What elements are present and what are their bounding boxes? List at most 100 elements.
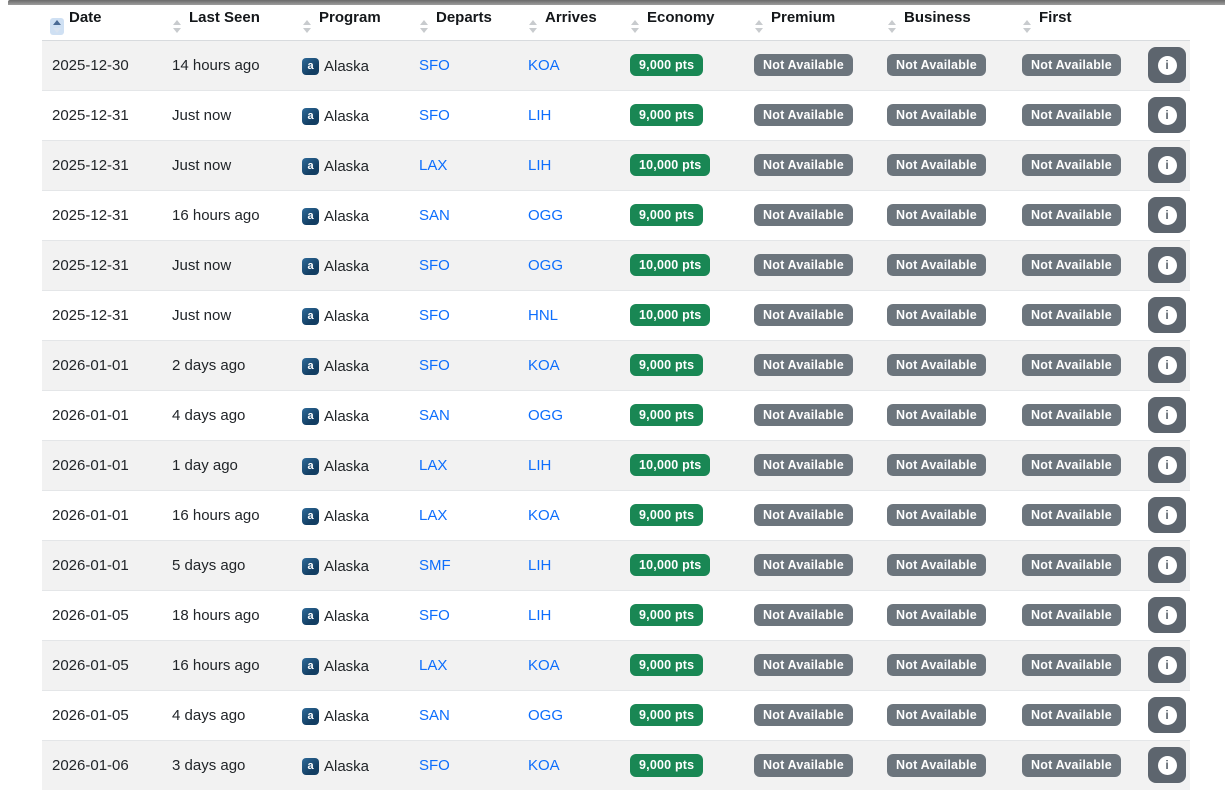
column-header-departs[interactable]: Departs <box>409 5 518 41</box>
departs-airport-link[interactable]: LAX <box>419 456 448 474</box>
economy-cell: 10,000 pts <box>620 239 744 290</box>
economy-cell: 9,000 pts <box>620 339 744 390</box>
arrives-airport-link[interactable]: LIH <box>528 556 552 574</box>
departs-airport-link[interactable]: SFO <box>419 306 450 324</box>
row-info-button[interactable]: i <box>1148 447 1186 483</box>
alaska-airlines-logo-icon: a <box>302 307 319 325</box>
column-header-business[interactable]: Business <box>877 5 1012 41</box>
arrives-airport-link[interactable]: KOA <box>528 656 560 674</box>
economy-points-badge: 9,000 pts <box>630 203 704 227</box>
info-icon: i <box>1157 105 1177 125</box>
row-info-button[interactable]: i <box>1148 47 1186 83</box>
first-not-available-badge: Not Available <box>1022 503 1121 527</box>
table-row: 2026-01-05 18 hours ago a Alaska SFO LIH 9,000… <box>42 589 1190 640</box>
arrives-airport-link[interactable]: OGG <box>528 256 564 274</box>
row-info-button[interactable]: i <box>1148 747 1186 784</box>
business-not-available-badge: Not Available <box>887 353 986 377</box>
row-info-button[interactable]: i <box>1148 697 1186 733</box>
column-header-date[interactable]: Date <box>42 5 162 41</box>
departs-airport-link[interactable]: LAX <box>419 656 448 674</box>
first-cell: Not Available <box>1012 489 1144 540</box>
program: a Alaska <box>302 607 369 625</box>
premium-not-available-badge: Not Available <box>754 653 853 677</box>
economy-cell: 9,000 pts <box>620 689 744 740</box>
row-info-button[interactable]: i <box>1148 347 1186 383</box>
arrives-airport-link[interactable]: KOA <box>528 356 560 374</box>
last-seen-cell: 5 days ago <box>162 539 292 590</box>
column-header-first[interactable]: First <box>1012 5 1144 41</box>
premium-cell: Not Available <box>744 239 877 290</box>
arrives-airport-link[interactable]: KOA <box>528 506 560 524</box>
arrives-airport-link[interactable]: LIH <box>528 106 552 124</box>
row-info-button[interactable]: i <box>1148 97 1186 133</box>
business-not-available-badge: Not Available <box>887 303 986 327</box>
arrives-airport-link[interactable]: KOA <box>528 756 560 774</box>
program-name: Alaska <box>324 457 370 475</box>
business-cell: Not Available <box>877 389 1012 440</box>
arrives-airport-link[interactable]: LIH <box>528 456 552 474</box>
program-name: Alaska <box>324 657 370 675</box>
column-header-label: Economy <box>647 9 715 27</box>
arrives-airport-link[interactable]: OGG <box>528 206 564 224</box>
departs-airport-link[interactable]: SMF <box>419 556 451 574</box>
premium-cell: Not Available <box>744 289 877 340</box>
row-info-button[interactable]: i <box>1148 497 1186 533</box>
departs-airport-link[interactable]: SAN <box>419 406 450 424</box>
departs-airport-link[interactable]: SFO <box>419 606 450 624</box>
column-header-last_seen[interactable]: Last Seen <box>162 5 292 41</box>
last-seen-cell: 16 hours ago <box>162 489 292 540</box>
program-cell: a Alaska <box>292 139 409 190</box>
departs-cell: LAX <box>409 639 518 690</box>
departs-airport-link[interactable]: SAN <box>419 206 450 224</box>
departs-airport-link[interactable]: SFO <box>419 756 450 774</box>
arrives-cell: OGG <box>518 389 620 440</box>
info-cell: i <box>1144 289 1190 340</box>
economy-points-badge: 10,000 pts <box>630 553 711 577</box>
economy-points-badge: 10,000 pts <box>630 453 711 477</box>
departs-cell: SFO <box>409 589 518 640</box>
row-info-button[interactable]: i <box>1148 147 1186 183</box>
departs-airport-link[interactable]: SFO <box>419 106 450 124</box>
row-info-button[interactable]: i <box>1148 647 1186 683</box>
economy-cell: 9,000 pts <box>620 489 744 540</box>
first-not-available-badge: Not Available <box>1022 253 1121 277</box>
departs-airport-link[interactable]: SAN <box>419 706 450 724</box>
departs-airport-link[interactable]: SFO <box>419 56 450 74</box>
date-cell: 2026-01-06 <box>42 739 162 790</box>
arrives-cell: OGG <box>518 189 620 240</box>
arrives-airport-link[interactable]: OGG <box>528 406 564 424</box>
departs-airport-link[interactable]: LAX <box>419 156 448 174</box>
program-cell: a Alaska <box>292 689 409 740</box>
arrives-airport-link[interactable]: OGG <box>528 706 564 724</box>
program: a Alaska <box>302 307 369 325</box>
row-info-button[interactable]: i <box>1148 247 1186 283</box>
premium-cell: Not Available <box>744 40 877 90</box>
row-info-button[interactable]: i <box>1148 397 1186 433</box>
business-cell: Not Available <box>877 139 1012 190</box>
row-info-button[interactable]: i <box>1148 547 1186 583</box>
row-info-button[interactable]: i <box>1148 297 1186 333</box>
row-info-button[interactable]: i <box>1148 197 1186 233</box>
arrives-airport-link[interactable]: KOA <box>528 56 560 74</box>
business-cell: Not Available <box>877 489 1012 540</box>
departs-airport-link[interactable]: SFO <box>419 256 450 274</box>
column-header-program[interactable]: Program <box>292 5 409 41</box>
column-header-premium[interactable]: Premium <box>744 5 877 41</box>
departs-airport-link[interactable]: LAX <box>419 506 448 524</box>
sort-arrows-active-icon <box>50 18 64 36</box>
column-header-label: Business <box>904 9 971 27</box>
departs-cell: SFO <box>409 339 518 390</box>
arrives-airport-link[interactable]: LIH <box>528 156 552 174</box>
last-seen-cell: 3 days ago <box>162 739 292 790</box>
first-not-available-badge: Not Available <box>1022 153 1121 177</box>
column-header-economy[interactable]: Economy <box>620 5 744 41</box>
business-not-available-badge: Not Available <box>887 703 986 727</box>
arrives-airport-link[interactable]: HNL <box>528 306 559 324</box>
column-header-label: First <box>1039 9 1072 27</box>
info-icon: i <box>1157 405 1177 425</box>
arrives-airport-link[interactable]: LIH <box>528 606 552 624</box>
departs-cell: SFO <box>409 40 518 90</box>
column-header-arrives[interactable]: Arrives <box>518 5 620 41</box>
departs-airport-link[interactable]: SFO <box>419 356 450 374</box>
row-info-button[interactable]: i <box>1148 597 1186 633</box>
